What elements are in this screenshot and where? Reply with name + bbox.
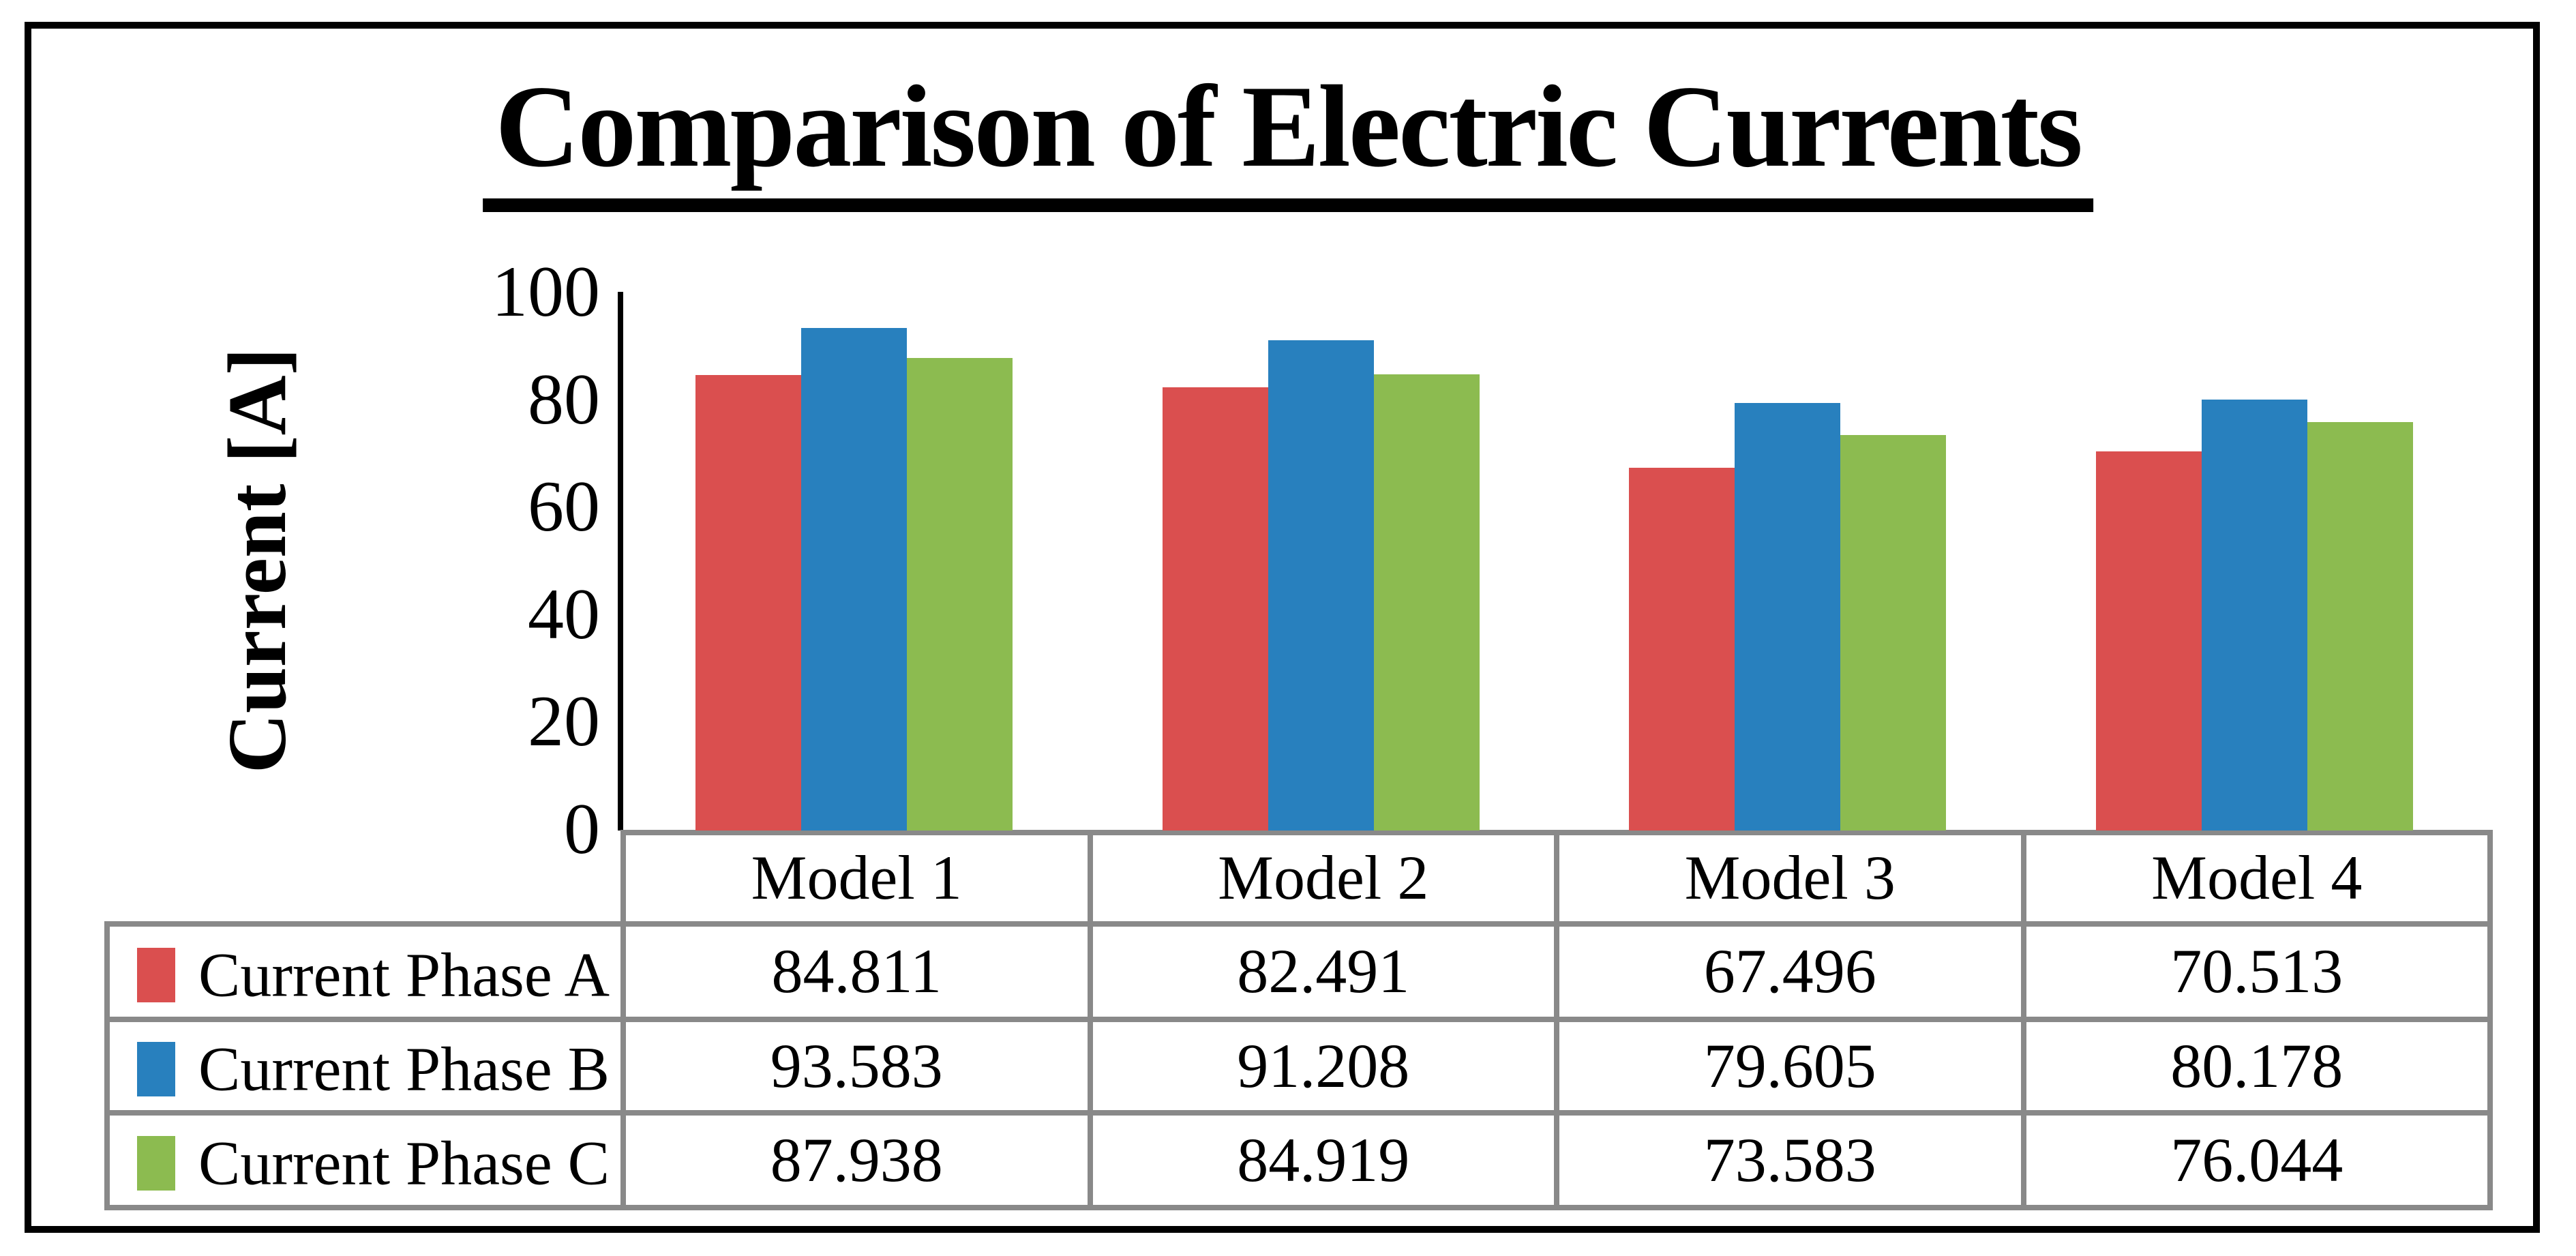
bar-current-phase-b-model-4 <box>2201 400 2307 831</box>
chart-title: Comparison of Electric Currents <box>483 65 2093 212</box>
value-cell-current-phase-b-model-2: 91.208 <box>1087 1017 1559 1116</box>
y-tick-label-100: 100 <box>492 251 600 331</box>
y-tick-label-20: 20 <box>528 681 600 762</box>
value-cell-current-phase-b-model-3: 79.605 <box>1554 1017 2026 1116</box>
column-header-model-1: Model 1 <box>620 830 1093 927</box>
column-header-model-3: Model 3 <box>1554 830 2026 927</box>
bar-current-phase-c-model-3 <box>1840 435 1946 831</box>
legend-cell-current-phase-c: Current Phase C <box>104 1110 626 1210</box>
bar-current-phase-b-model-3 <box>1735 402 1840 831</box>
y-axis-title: Current [A] <box>211 347 303 774</box>
legend-swatch-icon <box>137 1042 175 1097</box>
y-tick-label-80: 80 <box>528 359 600 439</box>
value-cell-current-phase-c-model-3: 73.583 <box>1554 1110 2026 1210</box>
outer-frame <box>25 22 2540 1233</box>
y-axis-line <box>618 292 623 831</box>
value-cell-current-phase-a-model-3: 67.496 <box>1554 921 2026 1022</box>
value-cell-current-phase-a-model-4: 70.513 <box>2020 921 2493 1022</box>
legend-label: Current Phase A <box>198 940 610 1010</box>
legend-cell-current-phase-b: Current Phase B <box>104 1017 626 1116</box>
data-table: Model 1 Model 2 Model 3 Model 4 Current Phas… <box>104 830 2493 1210</box>
value-cell-current-phase-a-model-1: 84.811 <box>620 921 1093 1022</box>
bar-current-phase-c-model-4 <box>2307 421 2413 831</box>
value-cell-current-phase-b-model-1: 93.583 <box>620 1017 1093 1116</box>
legend-label: Current Phase C <box>198 1128 610 1198</box>
y-tick-label-60: 60 <box>528 466 600 547</box>
bar-current-phase-b-model-2 <box>1268 340 1374 831</box>
value-cell-current-phase-c-model-1: 87.938 <box>620 1110 1093 1210</box>
table-corner-empty-cell <box>107 833 626 927</box>
value-cell-current-phase-a-model-2: 82.491 <box>1087 921 1559 1022</box>
legend-cell-current-phase-a: Current Phase A <box>104 921 626 1022</box>
legend-swatch-icon <box>137 1136 175 1191</box>
value-cell-current-phase-c-model-2: 84.919 <box>1087 1110 1559 1210</box>
bar-current-phase-a-model-3 <box>1629 468 1735 831</box>
bar-current-phase-c-model-1 <box>907 358 1013 831</box>
legend-swatch-icon <box>137 947 175 1002</box>
value-cell-current-phase-b-model-4: 80.178 <box>2020 1017 2493 1116</box>
value-cell-current-phase-c-model-4: 76.044 <box>2020 1110 2493 1210</box>
column-header-model-2: Model 2 <box>1087 830 1559 927</box>
column-header-model-4: Model 4 <box>2020 830 2493 927</box>
y-tick-label-0: 0 <box>564 788 600 869</box>
bar-current-phase-c-model-2 <box>1373 374 1480 831</box>
bar-current-phase-a-model-2 <box>1162 387 1268 831</box>
bar-current-phase-a-model-1 <box>695 374 801 831</box>
bar-current-phase-b-model-1 <box>801 327 907 831</box>
bar-current-phase-a-model-4 <box>2095 451 2202 831</box>
legend-label: Current Phase B <box>198 1034 610 1104</box>
y-tick-label-40: 40 <box>528 573 600 654</box>
